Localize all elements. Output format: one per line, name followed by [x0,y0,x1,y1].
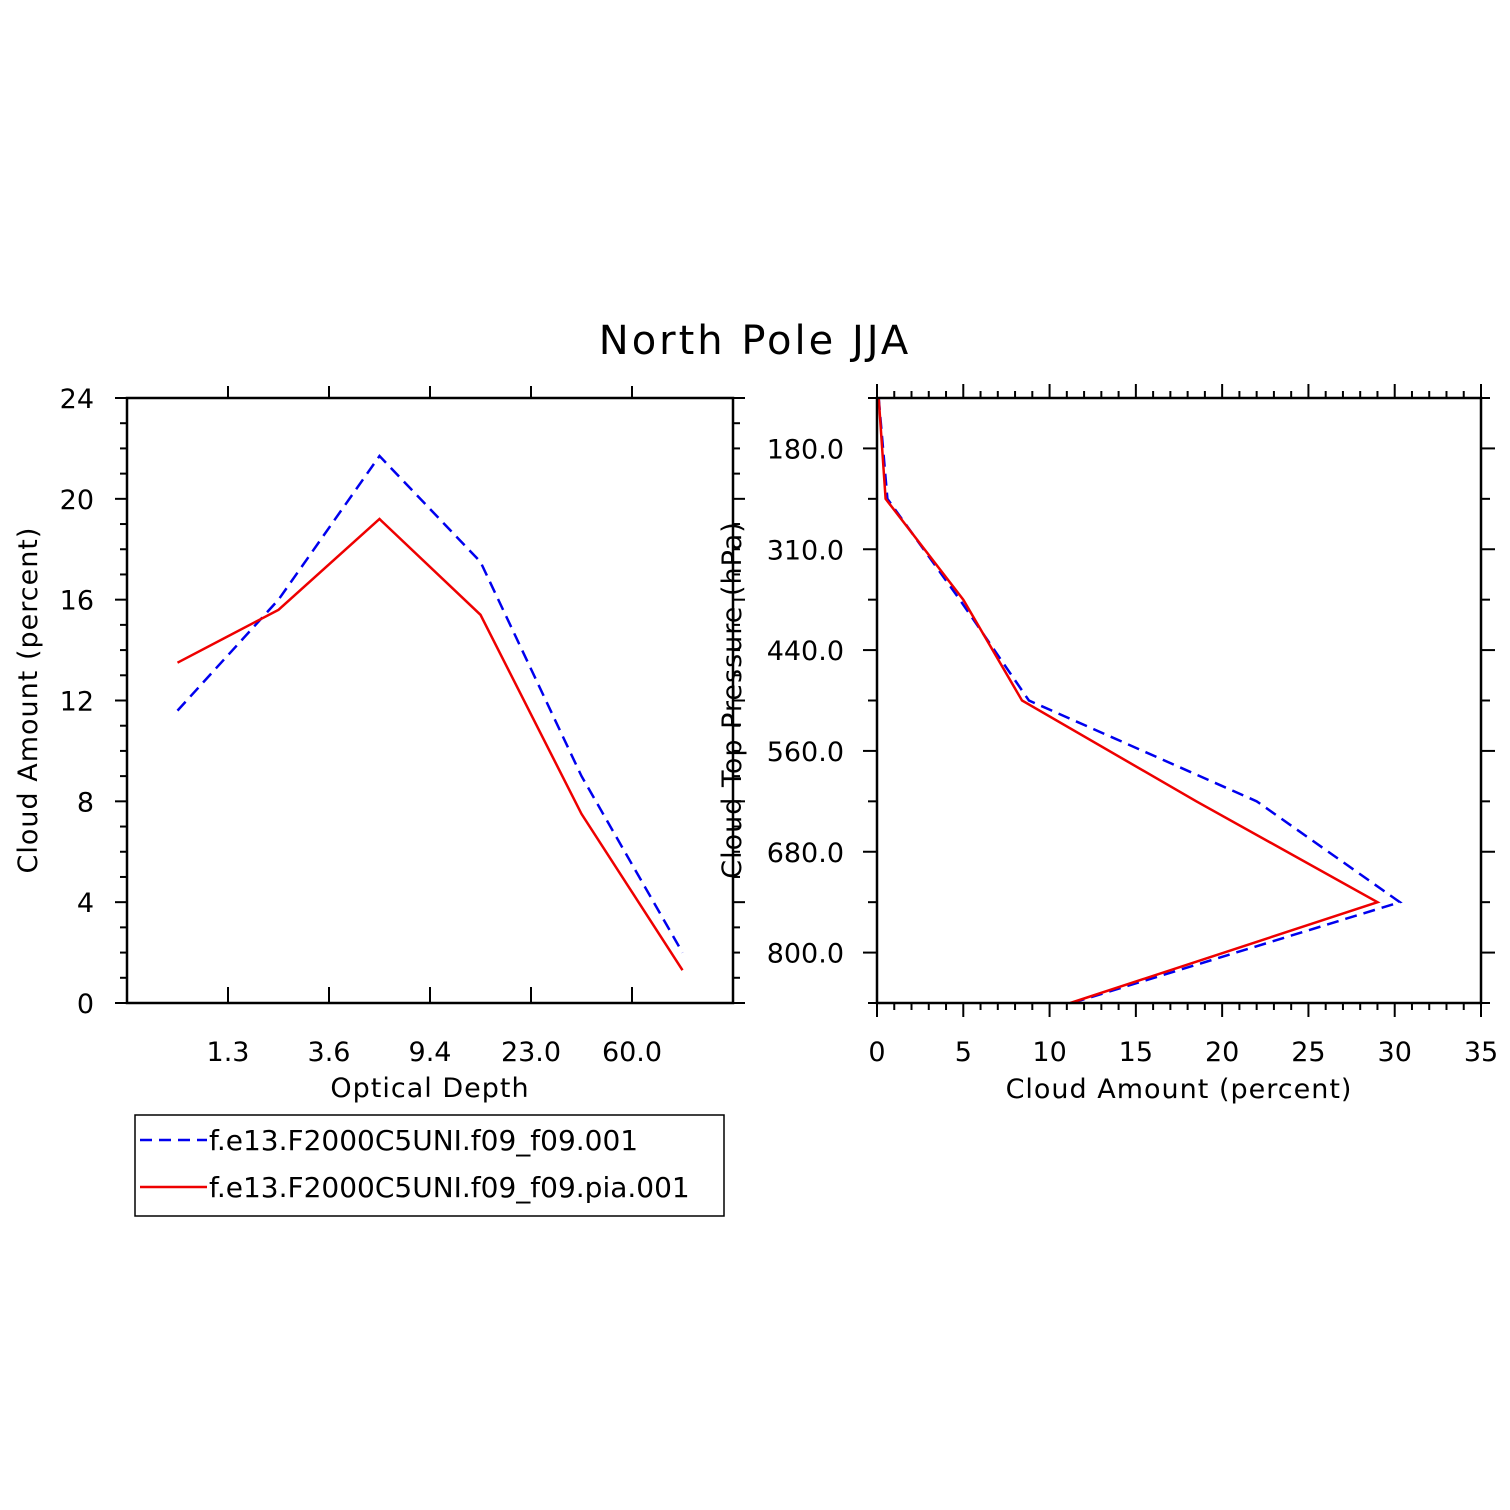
left-x-tick-label: 60.0 [602,1037,662,1068]
figure-title: North Pole JJA [599,318,911,364]
right-series-line-2 [877,397,1381,1005]
legend-label-series-1: f.e13.F2000C5UNI.f09_f09.001 [209,1124,638,1157]
right-y-tick-label: 560.0 [767,737,844,768]
right-x-tick-label: 0 [868,1037,885,1068]
left-y-tick-label: 12 [60,687,94,718]
left-series-lines [176,454,684,971]
left-y-tick-label: 0 [77,989,94,1020]
right-y-axis-label: Cloud Top Pressure (hPa) [717,521,748,879]
legend-label-series-2: f.e13.F2000C5UNI.f09_f09.pia.001 [209,1171,690,1204]
right-plot-frame [875,396,1483,1005]
left-x-axis-label: Optical Depth [330,1073,529,1104]
right-axis-ticks [863,384,1495,1017]
left-x-tick-label: 23.0 [501,1037,561,1068]
right-y-tick-label: 310.0 [767,535,844,566]
left-plot-frame [125,396,735,1005]
right-y-tick-label: 680.0 [767,838,844,869]
left-y-tick-label: 20 [60,485,94,516]
right-x-tick-label: 35 [1464,1037,1498,1068]
right-y-tick-label: 180.0 [767,434,844,465]
right-x-tick-label: 5 [955,1037,972,1068]
left-tick-labels: 1.3 3.6 9.4 23.0 60.0 0 4 8 12 16 20 24 [60,384,662,1068]
right-y-tick-label: 440.0 [767,636,844,667]
left-y-axis-label: Cloud Amount (percent) [13,527,44,874]
left-series-line-1 [176,454,684,954]
right-series-line-1 [877,397,1403,1005]
right-x-tick-label: 25 [1291,1037,1325,1068]
right-series-lines [877,397,1403,1005]
left-x-tick-label: 9.4 [409,1037,452,1068]
right-x-axis-label: Cloud Amount (percent) [1006,1074,1353,1105]
left-x-tick-label: 1.3 [207,1037,250,1068]
left-y-tick-label: 24 [60,384,94,415]
left-x-tick-label: 3.6 [308,1037,351,1068]
left-y-tick-label: 8 [77,787,94,818]
pressure-panel: 0 5 10 15 20 25 30 35 180.0 310.0 440.0 560.0 680.0 8… [717,384,1498,1105]
left-y-tick-label: 4 [77,888,94,919]
left-axis-ticks [115,386,745,1004]
legend-box [134,1114,725,1217]
right-tick-labels: 0 5 10 15 20 25 30 35 180.0 310.0 440.0 560.0 680.0 8… [767,434,1498,1068]
right-x-tick-label: 30 [1378,1037,1412,1068]
right-x-tick-label: 15 [1119,1037,1153,1068]
legend: f.e13.F2000C5UNI.f09_f09.001 f.e13.F2000… [134,1114,725,1217]
optical-depth-panel: 1.3 3.6 9.4 23.0 60.0 0 4 8 12 16 20 24 Optical Dep… [13,384,745,1104]
right-x-tick-label: 10 [1032,1037,1066,1068]
left-series-line-2 [176,517,684,971]
right-x-tick-label: 20 [1205,1037,1239,1068]
right-y-tick-label: 800.0 [767,939,844,970]
left-y-tick-label: 16 [60,586,94,617]
